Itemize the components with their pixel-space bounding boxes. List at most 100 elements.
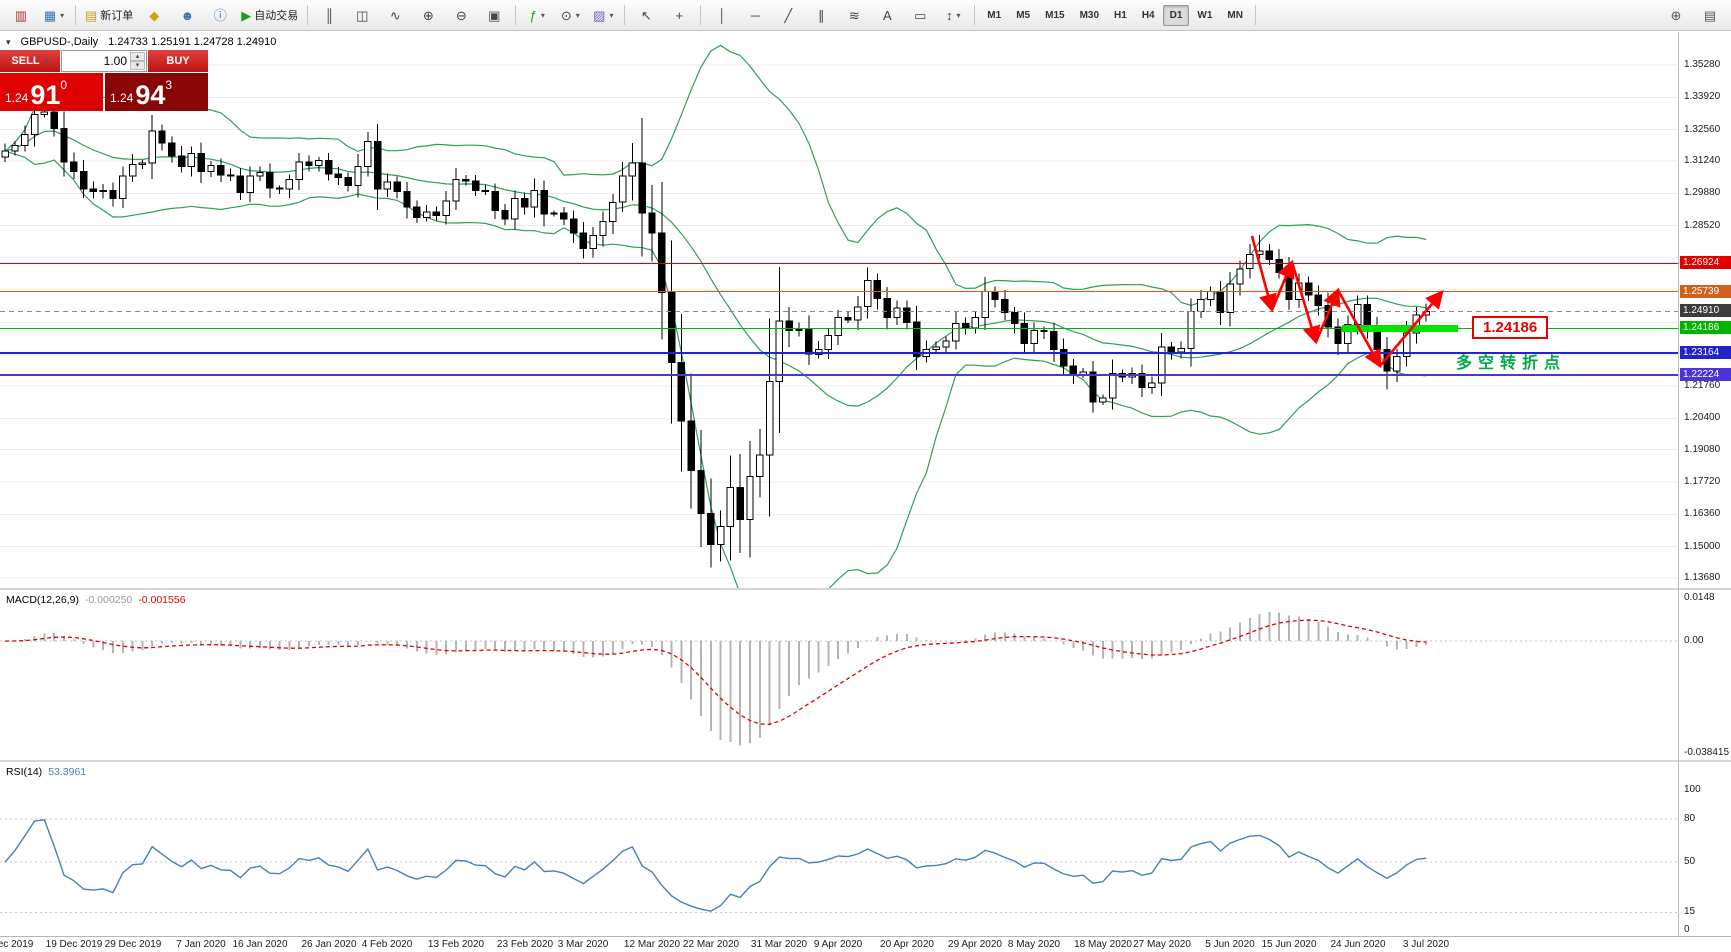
candle xyxy=(942,340,950,348)
volume-input[interactable]: 1.00 ▴ ▾ xyxy=(61,50,147,72)
buy-button[interactable]: BUY xyxy=(148,50,208,72)
arrows-tool-button[interactable]: ↕ ▾ xyxy=(937,2,969,28)
periods-button[interactable]: ⊙ ▾ xyxy=(554,2,586,28)
timeframe-m15[interactable]: M15 xyxy=(1045,9,1065,21)
candle xyxy=(393,181,401,193)
volume-up-button[interactable]: ▴ xyxy=(130,52,145,61)
candle xyxy=(844,317,852,321)
candle xyxy=(971,317,980,329)
candle xyxy=(1187,311,1195,349)
candle xyxy=(1,150,9,158)
candle xyxy=(707,512,715,545)
timeframe-m30[interactable]: M30 xyxy=(1079,9,1100,21)
trend-arrow[interactable] xyxy=(1250,235,1277,313)
candle xyxy=(236,175,245,194)
chart-symbol-period: GBPUSD-,Daily xyxy=(20,36,99,48)
timeframe-m5[interactable]: M5 xyxy=(1016,9,1031,21)
rsi-pane[interactable] xyxy=(0,762,1678,936)
candle xyxy=(324,160,333,175)
sell-dropdown-arrow[interactable]: ▾ xyxy=(44,56,49,66)
candle xyxy=(256,172,264,177)
rsi-name: RSI(14) xyxy=(6,766,43,778)
chart-ohlc: 1.24733 1.25191 1.24728 1.24910 xyxy=(108,36,277,48)
magnifier-button[interactable]: ⊕ xyxy=(1660,2,1692,28)
macd-pane[interactable] xyxy=(0,590,1678,760)
price-badge: 1.25739 xyxy=(1680,285,1731,298)
chart-profiles-button[interactable]: ▦ ▾ xyxy=(38,2,70,28)
candle xyxy=(1314,294,1323,307)
pane-separator[interactable] xyxy=(0,588,1731,590)
text-label-button[interactable]: ▭ xyxy=(904,2,936,28)
periods-dropdown-arrow[interactable]: ▾ xyxy=(575,10,580,20)
timeframe-d1[interactable]: D1 xyxy=(1162,4,1190,26)
sell-button[interactable]: SELL ▾ xyxy=(0,50,60,72)
price-chart-pane[interactable] xyxy=(0,32,1678,588)
zoom-out-button[interactable]: ⊖ xyxy=(445,2,477,28)
zoom-in-button[interactable]: ⊕ xyxy=(412,2,444,28)
candle xyxy=(638,162,646,214)
trend-arrow[interactable] xyxy=(1270,259,1295,311)
templates-dropdown-arrow[interactable]: ▾ xyxy=(609,10,614,20)
arrows-tool-dropdown-arrow[interactable]: ▾ xyxy=(956,10,961,20)
help-button[interactable]: ⓘ xyxy=(204,2,236,28)
timeframe-h1[interactable]: H1 xyxy=(1114,9,1127,21)
timeframe-w1[interactable]: W1 xyxy=(1197,9,1213,21)
candle xyxy=(599,220,607,237)
volume-down-button[interactable]: ▾ xyxy=(130,61,145,70)
horizontal-line-button[interactable]: ─ xyxy=(739,2,771,28)
new-order-label: 新订单 xyxy=(100,10,134,22)
sell-price-sup: 0 xyxy=(60,78,68,92)
quick-navigation-button[interactable]: ▤ xyxy=(1694,2,1726,28)
templates-button[interactable]: ▨ ▾ xyxy=(587,2,619,28)
candle xyxy=(383,181,392,190)
candlestick-mode-button[interactable]: ◫ xyxy=(346,2,378,28)
mql5-community-button[interactable]: ◆ xyxy=(138,2,170,28)
date-label: 4 Feb 2020 xyxy=(361,939,413,950)
indicators-button[interactable]: ƒ ▾ xyxy=(521,2,553,28)
timeframe-m1[interactable]: M1 xyxy=(987,9,1002,21)
equidistant-channel-button[interactable]: ∥ xyxy=(805,2,837,28)
candle xyxy=(540,189,548,215)
trend-arrow[interactable] xyxy=(1290,261,1321,345)
one-click-panel-toggle[interactable]: ▾ xyxy=(6,36,11,47)
timeframe-h4[interactable]: H4 xyxy=(1141,9,1155,21)
date-label: 19 Dec 2019 xyxy=(45,939,103,950)
timeframe-mn[interactable]: MN xyxy=(1227,9,1243,21)
candle xyxy=(1334,326,1342,345)
date-label: 22 Mar 2020 xyxy=(682,939,740,950)
open-account-button[interactable]: ☻ xyxy=(171,2,203,28)
price-annotation-box[interactable]: 1.24186 xyxy=(1472,316,1549,339)
tile-windows-button[interactable]: ▣ xyxy=(478,2,510,28)
sell-price-display[interactable]: 1.24 91 0 xyxy=(0,73,103,111)
turning-point-label[interactable]: 多空转折点 xyxy=(1456,355,1567,372)
candle xyxy=(471,180,480,191)
bar-chart-mode-button[interactable]: ║ xyxy=(313,2,345,28)
crosshair-button[interactable]: + xyxy=(663,2,695,28)
autotrading-button[interactable]: ▶ 自动交易 xyxy=(237,2,302,28)
trend-arrow[interactable] xyxy=(1336,289,1382,369)
cursor-button[interactable]: ↖ xyxy=(630,2,662,28)
candle xyxy=(217,165,225,176)
candle xyxy=(1108,372,1117,399)
price-tick-label: 1.13680 xyxy=(1684,572,1721,583)
trend-arrow[interactable] xyxy=(1379,290,1444,367)
indicators-dropdown-arrow[interactable]: ▾ xyxy=(540,10,545,20)
line-chart-mode-button[interactable]: ∿ xyxy=(379,2,411,28)
trendline-button[interactable]: ╱ xyxy=(772,2,804,28)
buy-price-display[interactable]: 1.24 94 3 xyxy=(105,73,208,111)
candle xyxy=(952,322,960,342)
new-chart-button[interactable]: ▥ xyxy=(5,2,37,28)
date-label: 31 Mar 2020 xyxy=(750,939,808,950)
candle xyxy=(1275,258,1283,273)
chart-profiles-dropdown-arrow[interactable]: ▾ xyxy=(60,10,65,20)
trend-arrow[interactable] xyxy=(1314,287,1341,343)
pane-separator[interactable] xyxy=(0,760,1731,762)
fibonacci-retracement-button[interactable]: ≋ xyxy=(838,2,870,28)
vertical-line-button[interactable]: │ xyxy=(706,2,738,28)
candle xyxy=(50,111,58,130)
text-button[interactable]: A xyxy=(871,2,903,28)
macd-label: MACD(12,26,9) -0.000250 -0.001556 xyxy=(6,594,186,606)
new-order-button[interactable]: ▤ 新订单 xyxy=(81,2,137,28)
candle xyxy=(177,155,186,168)
price-tick-label: 1.33920 xyxy=(1684,91,1721,102)
